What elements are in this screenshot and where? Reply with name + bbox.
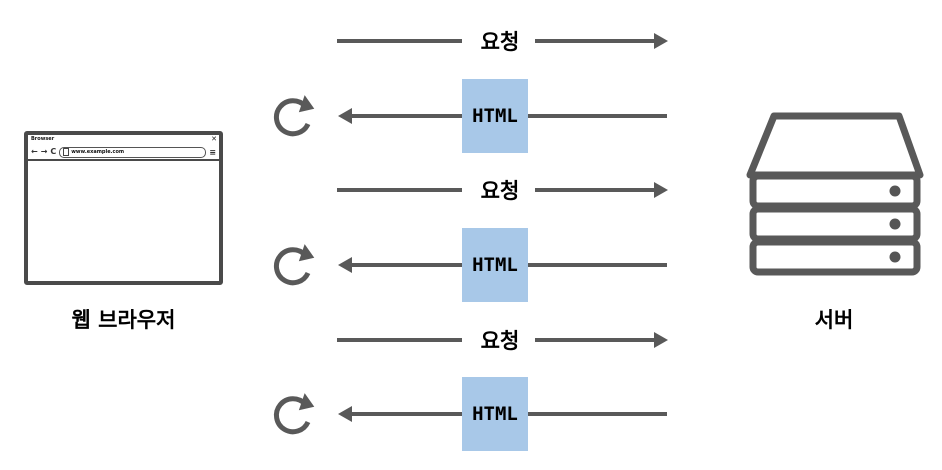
request-flow-row: 요청 bbox=[0, 300, 942, 380]
url-text: www.example.com bbox=[71, 149, 125, 155]
response-line-right bbox=[528, 114, 667, 118]
menu-icon: ≡ bbox=[209, 147, 216, 157]
server-led-dot bbox=[889, 218, 901, 230]
request-flow-row: 요청 bbox=[0, 1, 942, 81]
response-flow-row: HTML bbox=[0, 225, 942, 305]
request-line-left bbox=[337, 188, 462, 192]
response-flow-row: HTML bbox=[0, 374, 942, 454]
html-response-box: HTML bbox=[462, 228, 528, 302]
response-line-left bbox=[351, 412, 462, 416]
arrowhead-left-icon bbox=[338, 108, 352, 124]
server-label: 서버 bbox=[814, 308, 854, 332]
back-icon: ← bbox=[31, 147, 38, 156]
forward-icon: → bbox=[40, 147, 48, 156]
request-flow-row: 요청 bbox=[0, 150, 942, 230]
request-label: 요청 bbox=[480, 329, 520, 353]
html-response-box: HTML bbox=[462, 79, 528, 153]
page-icon bbox=[63, 148, 70, 156]
arrowhead-right-icon bbox=[654, 182, 668, 198]
request-line-left bbox=[337, 338, 462, 342]
request-line-right bbox=[535, 188, 654, 192]
browser-label: 웹 브라우저 bbox=[71, 308, 176, 332]
response-line-left bbox=[351, 263, 462, 267]
request-line-left bbox=[337, 39, 462, 43]
browser-window: Browser ✕ ← → C www.example.com ≡ bbox=[24, 131, 223, 285]
browser-titlebar: Browser ✕ bbox=[28, 135, 219, 145]
response-line-right bbox=[528, 412, 667, 416]
reload-icon bbox=[273, 393, 315, 435]
request-label: 요청 bbox=[480, 30, 520, 54]
browser-reload-icon: C bbox=[50, 147, 57, 156]
server-led-dot bbox=[889, 185, 901, 197]
browser-content-area bbox=[28, 161, 219, 281]
server-icon bbox=[746, 112, 924, 276]
arrowhead-right-icon bbox=[654, 332, 668, 348]
server-led-dot bbox=[889, 251, 901, 263]
html-response-box: HTML bbox=[462, 377, 528, 451]
response-flow-row: HTML bbox=[0, 76, 942, 156]
close-icon: ✕ bbox=[211, 135, 217, 143]
request-line-right bbox=[535, 338, 654, 342]
request-line-right bbox=[535, 39, 654, 43]
browser-window-title: Browser bbox=[31, 136, 55, 142]
arrowhead-left-icon bbox=[338, 257, 352, 273]
reload-icon bbox=[273, 95, 315, 137]
toolbar-divider bbox=[28, 159, 219, 161]
arrowhead-right-icon bbox=[654, 33, 668, 49]
response-line-left bbox=[351, 114, 462, 118]
address-bar: www.example.com bbox=[59, 146, 207, 158]
reload-icon bbox=[273, 244, 315, 286]
request-label: 요청 bbox=[480, 179, 520, 203]
arrowhead-left-icon bbox=[338, 406, 352, 422]
browser-toolbar: ← → C www.example.com ≡ bbox=[28, 145, 219, 159]
response-line-right bbox=[528, 263, 667, 267]
